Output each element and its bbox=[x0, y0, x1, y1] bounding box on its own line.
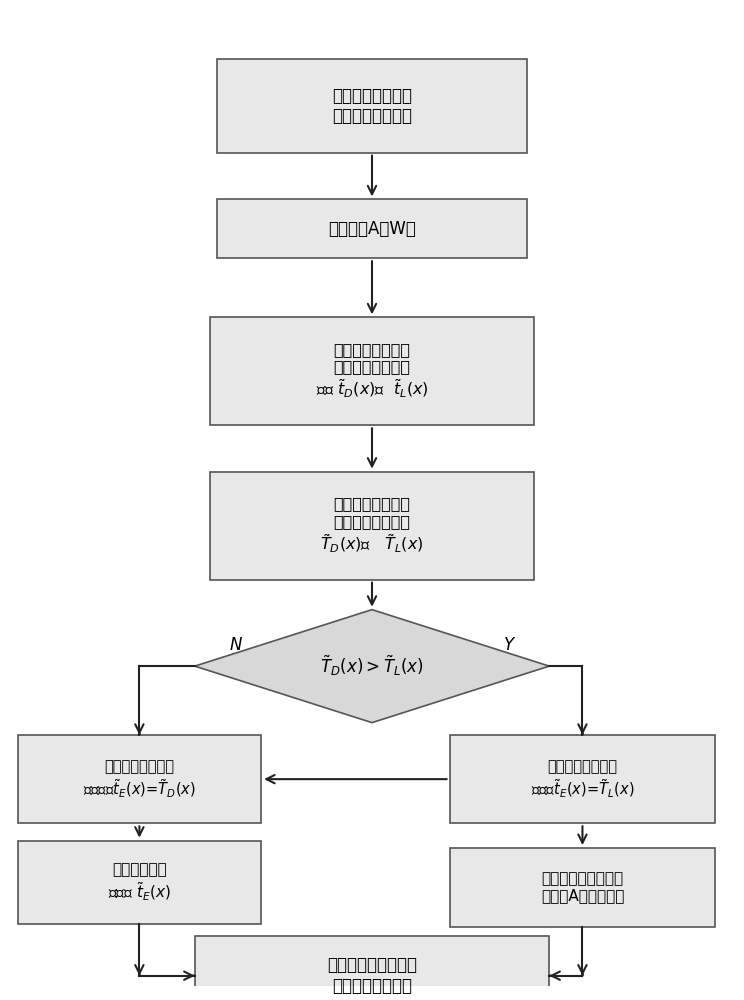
Text: 分别得到暗、亮通
道的透过率的粗略
估计 $\tilde{t}_D(x)$、  $\tilde{t}_L(x)$: 分别得到暗、亮通 道的透过率的粗略 估计 $\tilde{t}_D(x)$、 $… bbox=[315, 342, 429, 400]
Polygon shape bbox=[195, 610, 549, 723]
Text: 对雾图分别进行最
小值、最大值滤波: 对雾图分别进行最 小值、最大值滤波 bbox=[332, 87, 412, 125]
Text: 粗略估计A及W值: 粗略估计A及W值 bbox=[328, 220, 416, 238]
Text: Y: Y bbox=[504, 636, 513, 654]
Text: 是天空部分，改进
透过率$\tilde{t}_E(x)$=$\tilde{T}_L(x)$: 是天空部分，改进 透过率$\tilde{t}_E(x)$=$\tilde{T}_… bbox=[530, 759, 634, 800]
FancyBboxPatch shape bbox=[449, 735, 716, 823]
Text: 采用引导滤波进行
透过率的精细估计
$\tilde{T}_D(x)$、   $\tilde{T}_L(x)$: 采用引导滤波进行 透过率的精细估计 $\tilde{T}_D(x)$、 $\ti… bbox=[320, 496, 424, 555]
FancyBboxPatch shape bbox=[18, 735, 261, 823]
Text: 得到融合透过
率图像 $\tilde{t}_E(x)$: 得到融合透过 率图像 $\tilde{t}_E(x)$ bbox=[108, 862, 171, 903]
FancyBboxPatch shape bbox=[210, 317, 534, 425]
Text: $\tilde{T}_D(x)>\tilde{T}_L(x)$: $\tilde{T}_D(x)>\tilde{T}_L(x)$ bbox=[320, 654, 424, 678]
Text: 根据大气散射模型得
到去雾清晰化图像: 根据大气散射模型得 到去雾清晰化图像 bbox=[327, 956, 417, 995]
Text: 统计并求此部分均值
作为对A的精细估计: 统计并求此部分均值 作为对A的精细估计 bbox=[541, 871, 624, 903]
FancyBboxPatch shape bbox=[195, 936, 549, 1000]
FancyBboxPatch shape bbox=[449, 848, 716, 927]
Text: 不是天空部分，改
进透过率$\tilde{t}_E(x)$=$\tilde{T}_D(x)$: 不是天空部分，改 进透过率$\tilde{t}_E(x)$=$\tilde{T}… bbox=[83, 759, 196, 800]
FancyBboxPatch shape bbox=[217, 59, 527, 153]
FancyBboxPatch shape bbox=[18, 841, 261, 924]
Text: N: N bbox=[229, 636, 242, 654]
FancyBboxPatch shape bbox=[210, 472, 534, 580]
FancyBboxPatch shape bbox=[217, 199, 527, 258]
